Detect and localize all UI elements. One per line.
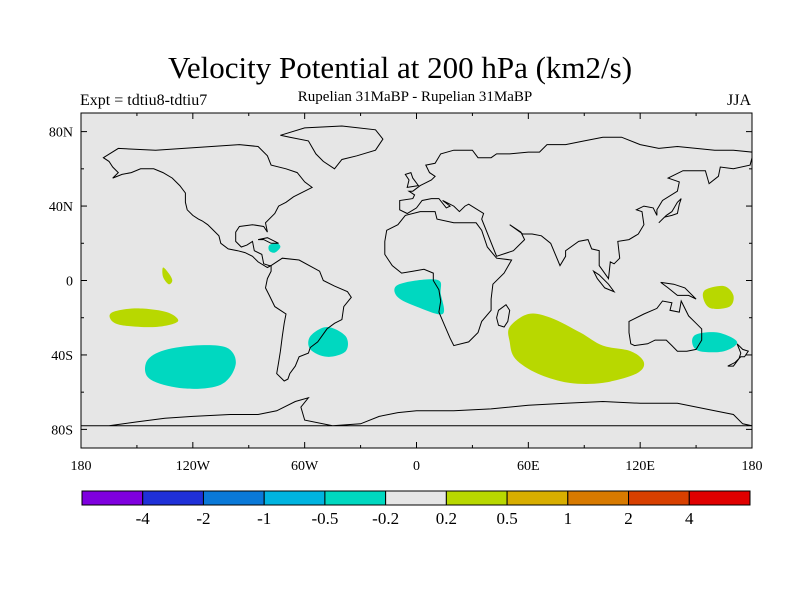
anomaly-region-south-atlantic-west: [308, 327, 349, 357]
y-tick-label: 40S: [51, 349, 73, 364]
x-tick-label: 180: [742, 459, 763, 474]
anomaly-region-central-africa-west: [394, 279, 445, 315]
anomaly-region-tasman-sea: [692, 332, 738, 353]
coastline-new-guinea: [660, 281, 697, 300]
colorbar-swatch: [567, 490, 630, 506]
coastline-eurasia: [399, 136, 753, 280]
coastline-new-zealand: [727, 343, 750, 367]
experiment-label: Expt = tdtiu8-tdtiu7: [80, 92, 208, 109]
coastline-north-america: [102, 144, 314, 269]
coastline-borneo-sumatra: [592, 269, 616, 293]
y-tick-label: 80N: [49, 126, 73, 141]
y-tick-label: 80S: [51, 423, 73, 438]
anomaly-region-tasman-northeast: [702, 285, 734, 309]
anomaly-region-caribbean: [268, 243, 281, 253]
season-label: JJA: [727, 92, 752, 109]
coastline-africa: [384, 211, 513, 347]
colorbar-label: 0.2: [436, 509, 457, 528]
colorbar-label: 0.5: [496, 509, 517, 528]
y-tick-label: 40N: [49, 200, 73, 215]
colorbar-label: -4: [136, 509, 151, 528]
colorbar-swatch: [324, 490, 387, 506]
colorbar-swatch: [142, 490, 204, 506]
anomaly-region-south-pacific-east: [144, 345, 236, 389]
chart-title: Velocity Potential at 200 hPa (km2/s): [167, 50, 633, 85]
anomaly-region-south-pacific-west: [109, 308, 179, 328]
coastline-great-britain: [404, 171, 420, 189]
map-plot-area: [81, 113, 753, 448]
colorbar-swatch: [628, 490, 690, 506]
x-tick-label: 60W: [291, 459, 319, 474]
colorbar-label: 1: [564, 509, 573, 528]
y-tick-label: 0: [66, 275, 73, 290]
x-tick-label: 180: [71, 459, 92, 474]
chart-subtitle: Rupelian 31MaBP - Rupelian 31MaBP: [297, 89, 533, 105]
colorbar-label: -0.5: [311, 509, 338, 528]
coastline-antarctica: [81, 396, 753, 427]
coastline-south-america: [264, 257, 352, 382]
colorbar-label: -1: [257, 509, 271, 528]
coastline-cuba: [257, 237, 279, 244]
colorbar-swatch: [506, 490, 569, 506]
anomaly-region-east-pacific-equator: [162, 267, 173, 285]
colorbar-label: -2: [196, 509, 210, 528]
colorbar-swatch: [385, 490, 447, 506]
colorbar-label: 2: [624, 509, 633, 528]
anomaly-region-south-indian-ocean: [508, 313, 645, 385]
coastline-greenland: [280, 125, 384, 170]
colorbar-swatch: [445, 490, 508, 506]
colorbar-label: 4: [685, 509, 694, 528]
coastline-australia: [628, 299, 703, 352]
map-axes: 180 120W 60W 0 60E 120E 180 80N 40N 0 40S 80S: [49, 112, 763, 474]
colorbar-swatch: [688, 490, 751, 506]
colorbar-swatch: [263, 490, 326, 506]
x-tick-label: 0: [413, 459, 420, 474]
x-tick-label: 120E: [625, 459, 655, 474]
x-tick-label: 60E: [517, 459, 540, 474]
x-tick-label: 120W: [176, 459, 211, 474]
colorbar-swatch: [202, 490, 265, 506]
colorbar: -4 -2 -1 -0.5 -0.2 0.2 0.5 1 2 4: [81, 490, 751, 528]
coastline-japan: [658, 198, 682, 224]
colorbar-label: -0.2: [372, 509, 399, 528]
coastline-madagascar: [496, 303, 511, 328]
colorbar-swatch: [81, 490, 144, 506]
